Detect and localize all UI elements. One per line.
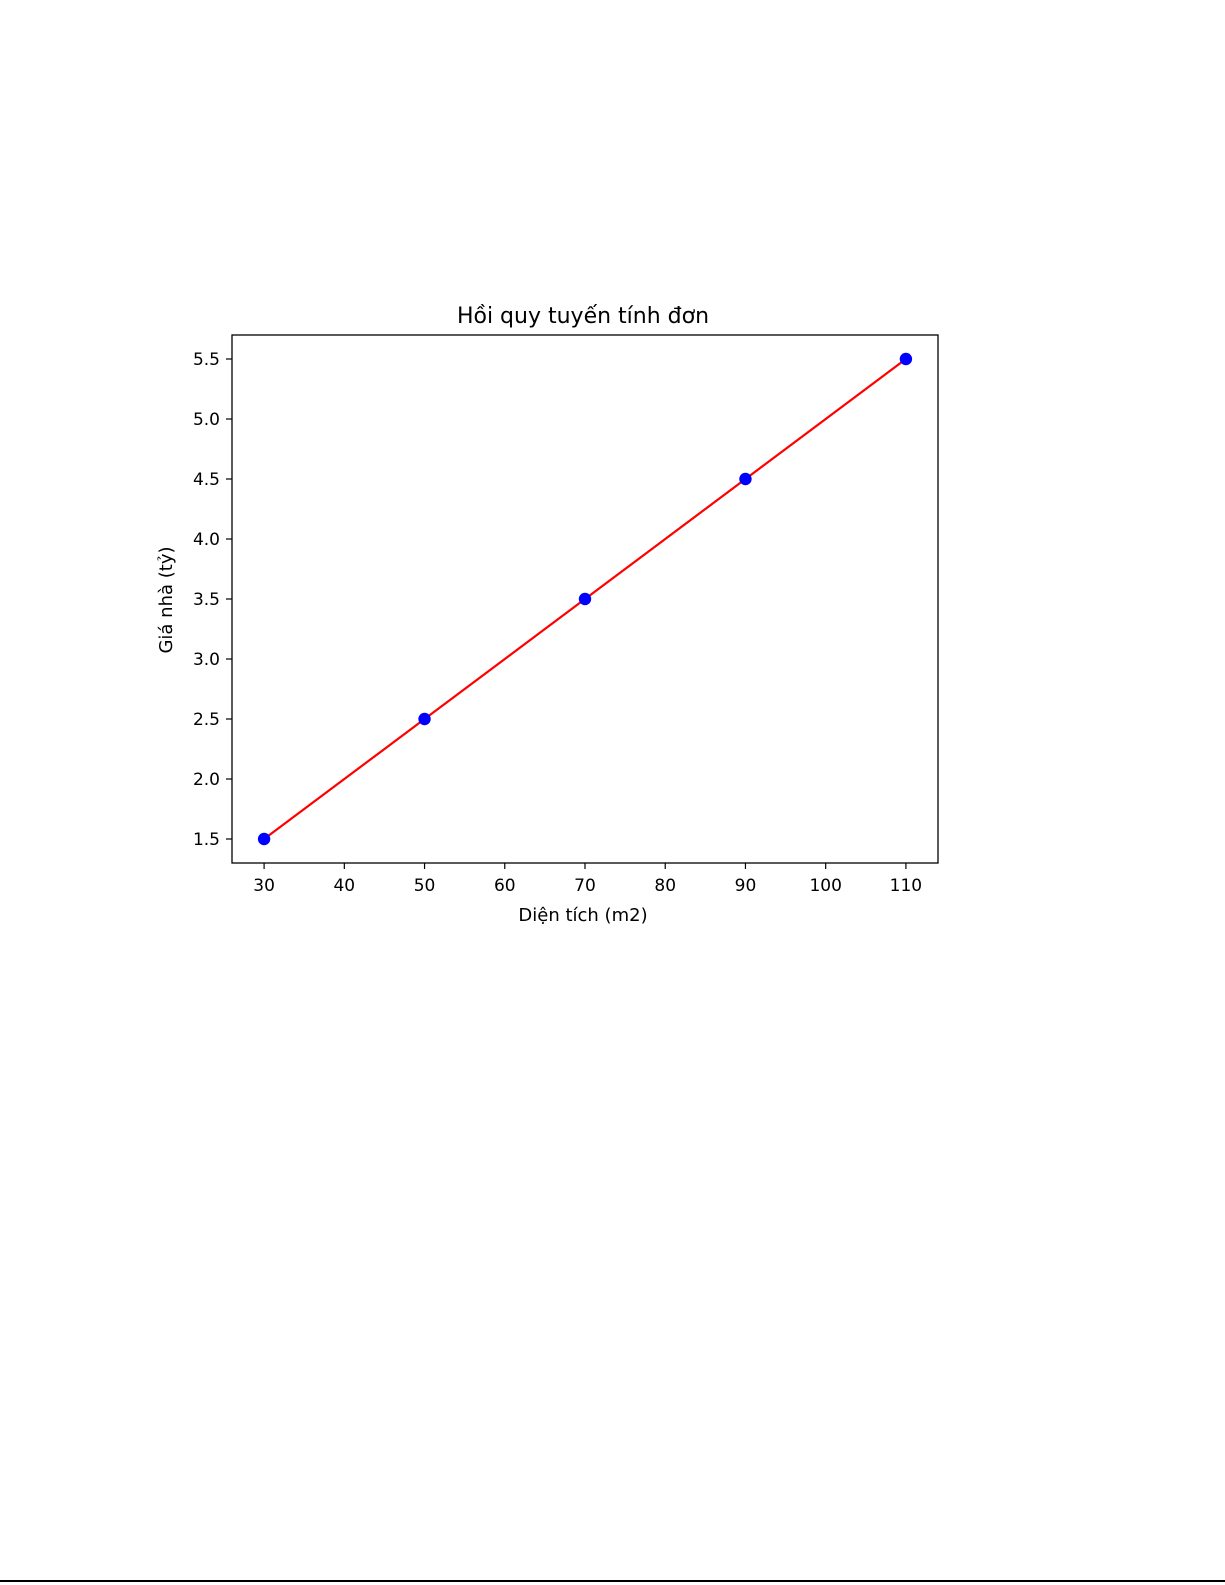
data-points: [257, 352, 913, 846]
y-axis-label: Giá nhà (tỷ): [156, 546, 177, 653]
y-tick-label: 5.0: [193, 410, 220, 430]
x-tick-label: 30: [253, 876, 275, 896]
y-tick-label: 1.5: [193, 830, 220, 850]
page-bottom-border: [0, 1580, 1225, 1582]
x-tick-label: 50: [414, 876, 436, 896]
y-tick-label: 5.5: [193, 350, 220, 370]
x-tick-label: 60: [494, 876, 516, 896]
y-tick-label: 3.0: [193, 650, 220, 670]
x-tick-label: 80: [654, 876, 676, 896]
y-tick-label: 2.0: [193, 770, 220, 790]
y-tick-label: 3.5: [193, 590, 220, 610]
data-point: [418, 712, 431, 726]
data-point: [899, 352, 913, 366]
ticks: 30 40 50 60 70 80 90 100 110 1.5 2.0 2.5 3.0 3.5 4.0 4.…: [193, 350, 922, 896]
data-point: [257, 832, 271, 846]
y-tick-label: 4.5: [193, 470, 220, 490]
x-tick-label: 100: [809, 876, 841, 896]
y-tick-label: 2.5: [193, 710, 220, 730]
x-tick-label: 70: [574, 876, 596, 896]
x-tick-label: 110: [890, 876, 922, 896]
x-tick-label: 40: [333, 876, 355, 896]
chart-title: Hồi quy tuyến tính đơn: [457, 304, 709, 329]
data-point: [578, 592, 592, 606]
data-point: [739, 472, 752, 486]
x-axis-label: Diện tích (m2): [518, 905, 647, 926]
x-tick-label: 90: [735, 876, 757, 896]
y-tick-label: 4.0: [193, 530, 220, 550]
